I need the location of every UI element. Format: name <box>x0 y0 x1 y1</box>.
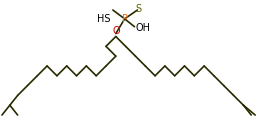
Text: S: S <box>135 4 142 14</box>
Text: O: O <box>112 26 120 36</box>
Text: P: P <box>122 14 128 24</box>
Text: HS: HS <box>98 14 111 24</box>
Text: OH: OH <box>135 23 151 33</box>
